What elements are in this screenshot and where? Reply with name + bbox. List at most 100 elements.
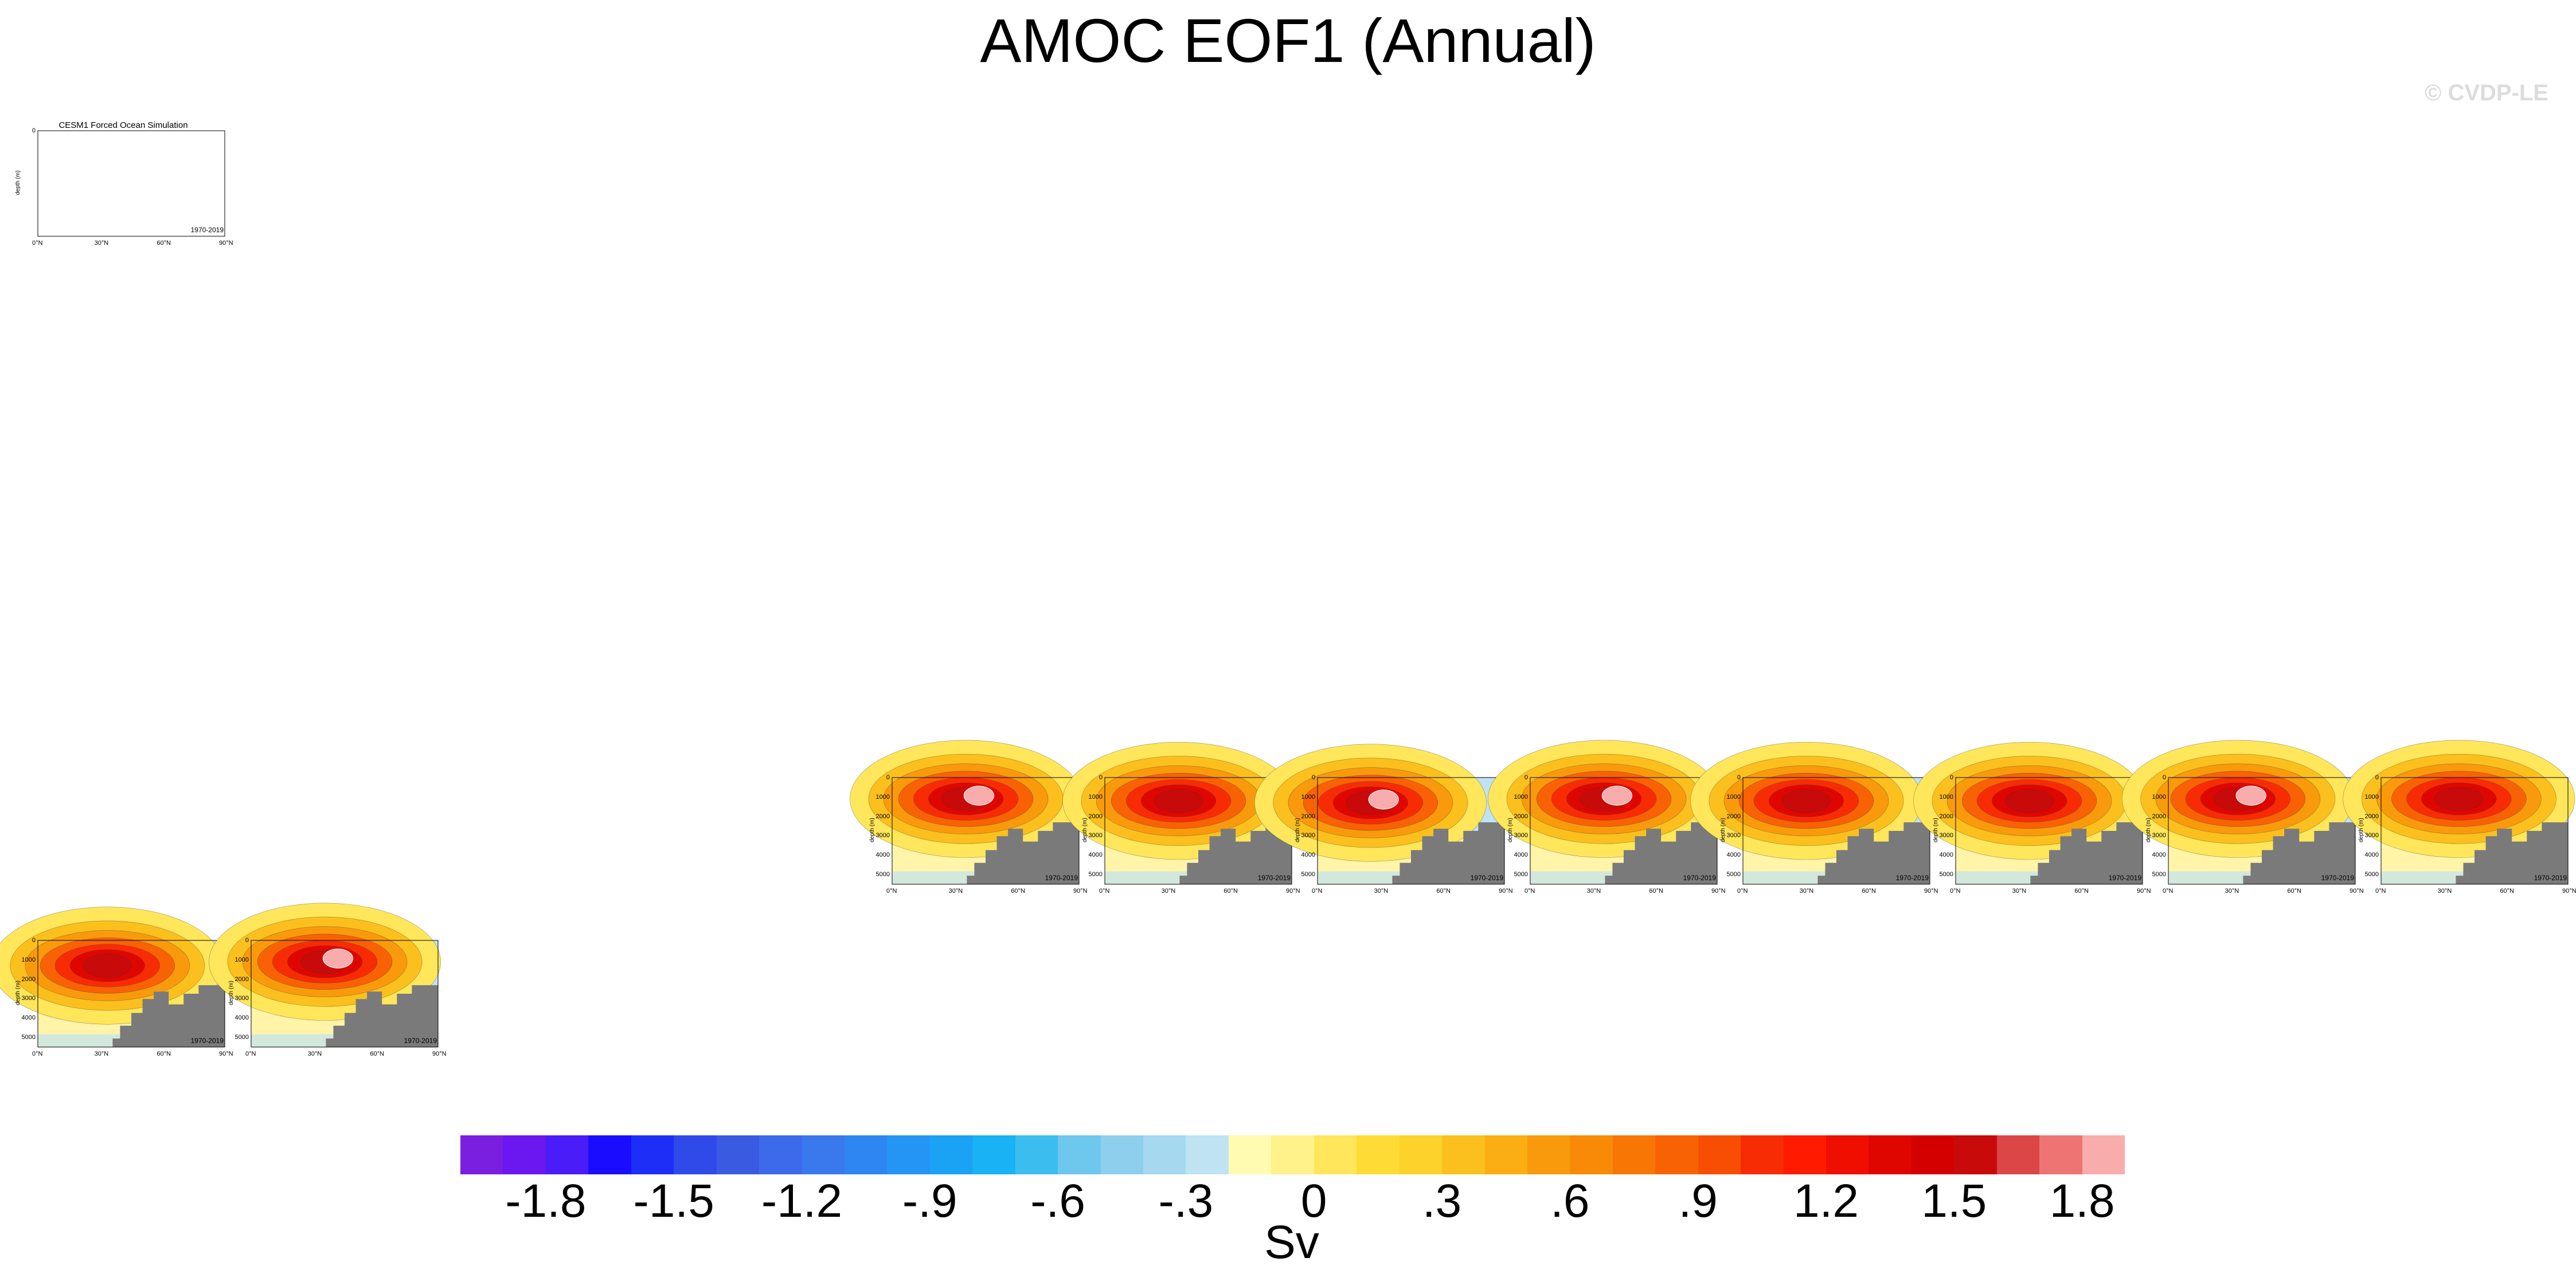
period-label: 1970-2019	[190, 1037, 224, 1045]
colorbar-tick-label: -.9	[902, 1175, 957, 1227]
colorbar-swatch	[972, 1135, 1015, 1174]
contour-level	[1154, 788, 1203, 813]
x-tick-label: 90°N	[2350, 888, 2364, 895]
colorbar-swatch	[1612, 1135, 1656, 1174]
y-tick-label: 2000	[875, 813, 890, 820]
field-negative-region	[1956, 871, 2049, 884]
bathymetry-mask	[2456, 822, 2568, 884]
x-tick-label: 0°N	[1950, 888, 1961, 895]
y-tick-label: 5000	[1088, 871, 1103, 878]
x-tick-label: 0°N	[245, 1050, 256, 1057]
amoc-panel: CESM2-SF GHG #81970-20190°N30°N60°N90°N0…	[2343, 740, 2576, 900]
panel-title: CESM1 Forced Ocean Simulation	[58, 120, 188, 130]
period-label: 1970-2019	[2534, 874, 2567, 882]
y-tick-label: 5000	[2152, 871, 2166, 878]
colorbar-swatch	[802, 1135, 845, 1174]
panel-plot	[1488, 740, 1721, 885]
field-negative-region	[892, 871, 986, 884]
colorbar-tick-label: -1.8	[505, 1175, 587, 1227]
y-tick-label: 3000	[234, 995, 249, 1002]
colorbar-swatch	[1186, 1135, 1229, 1174]
colorbar-tick-label: .9	[1678, 1175, 1718, 1227]
y-tick-label: 2000	[1726, 813, 1741, 820]
x-tick-label: 90°N	[2562, 888, 2576, 895]
field-negative-region	[2381, 871, 2475, 884]
amoc-panel: CESM2-SF GHG #21970-20190°N30°N60°N90°N0…	[1062, 741, 1300, 900]
y-tick-label: 1000	[1514, 793, 1528, 800]
colorbar-swatch	[2039, 1135, 2082, 1174]
colorbar-swatch	[1527, 1135, 1570, 1174]
x-tick-label: 0°N	[2163, 888, 2174, 895]
x-tick-label: 60°N	[1223, 888, 1238, 895]
y-tick-label: 4000	[1514, 852, 1528, 859]
x-tick-label: 90°N	[1711, 888, 1726, 895]
x-tick-label: 0°N	[1737, 888, 1748, 895]
x-tick-label: 60°N	[2500, 888, 2514, 895]
contour-level	[2434, 787, 2484, 811]
y-axis-label: depth (m)	[1507, 818, 1514, 842]
y-tick-label: 5000	[1726, 871, 1741, 878]
colorbar-swatch	[716, 1135, 760, 1174]
colorbar-swatch	[545, 1135, 589, 1174]
x-tick-label: 30°N	[2012, 888, 2027, 895]
amoc-panel: CESM2-SF GHG #51970-20190°N30°N60°N90°N0…	[1690, 741, 1938, 900]
bathymetry-mask	[967, 822, 1079, 884]
colorbar-swatch	[1741, 1135, 1784, 1174]
bathymetry-mask	[1179, 822, 1292, 884]
colorbar-tick-label: -1.5	[633, 1175, 714, 1227]
plot-frame	[251, 940, 439, 1048]
colorbar-swatch	[1314, 1135, 1357, 1174]
y-tick-label: 2000	[234, 975, 249, 983]
y-tick-label: 5000	[2364, 871, 2379, 878]
y-tick-label: 3000	[875, 832, 890, 839]
x-tick-label: 30°N	[307, 1050, 322, 1057]
y-tick-label: 2000	[1939, 813, 1953, 820]
y-tick-label: 0	[245, 937, 249, 944]
x-tick-label: 60°N	[1011, 888, 1025, 895]
colorbar-swatch	[1100, 1135, 1143, 1174]
colorbar-swatch	[503, 1135, 546, 1174]
x-tick-label: 0°N	[1312, 888, 1323, 895]
bathymetry-mask	[2030, 822, 2143, 884]
x-tick-label: 90°N	[219, 1050, 233, 1057]
contour-level	[2004, 788, 2054, 813]
bathymetry-mask	[1817, 822, 1930, 884]
x-tick-label: 30°N	[1374, 888, 1389, 895]
x-tick-label: 90°N	[1499, 888, 1513, 895]
x-tick-label: 90°N	[219, 240, 233, 247]
y-tick-label: 2000	[1514, 813, 1528, 820]
colorbar-swatch	[674, 1135, 717, 1174]
amoc-panel: CESM2-SF GHG #11970-20190°N30°N60°N90°N0…	[850, 740, 1088, 900]
x-tick-label: 90°N	[432, 1050, 447, 1057]
y-tick-label: 0	[1737, 774, 1741, 781]
y-tick-label: 1000	[234, 956, 249, 963]
colorbar-swatch	[1826, 1135, 1869, 1174]
bathymetry-mask	[1605, 822, 1717, 884]
field-negative-region	[1743, 871, 1836, 884]
colorbar-swatch	[1143, 1135, 1186, 1174]
y-tick-label: 0	[2375, 774, 2379, 781]
x-tick-label: 90°N	[1924, 888, 1938, 895]
y-tick-label: 0	[1311, 774, 1315, 781]
bathymetry-mask	[112, 985, 225, 1047]
panel-plot	[2343, 740, 2575, 885]
y-tick-label: 0	[32, 937, 36, 944]
y-axis-label: depth (m)	[228, 981, 234, 1005]
contour-level	[1781, 788, 1831, 813]
y-tick-label: 3000	[1301, 832, 1315, 839]
y-tick-label: 4000	[2364, 852, 2379, 859]
y-axis-label: depth (m)	[15, 981, 21, 1005]
x-tick-label: 90°N	[2137, 888, 2151, 895]
colorbar-swatch	[1015, 1135, 1058, 1174]
page-title: AMOC EOF1 (Annual)	[980, 6, 1596, 75]
x-tick-label: 60°N	[2074, 888, 2089, 895]
colorbar-swatch	[1357, 1135, 1400, 1174]
y-tick-label: 1000	[1088, 793, 1103, 800]
colorbar-tick-label: -.3	[1158, 1175, 1214, 1227]
y-tick-label: 4000	[875, 852, 890, 859]
y-axis-label: depth (m)	[1933, 818, 1939, 842]
panel-plot	[209, 903, 441, 1048]
panel-plot	[2121, 740, 2356, 885]
period-label: 1970-2019	[1470, 874, 1503, 882]
watermark: © CVDP-LE	[2424, 80, 2548, 106]
